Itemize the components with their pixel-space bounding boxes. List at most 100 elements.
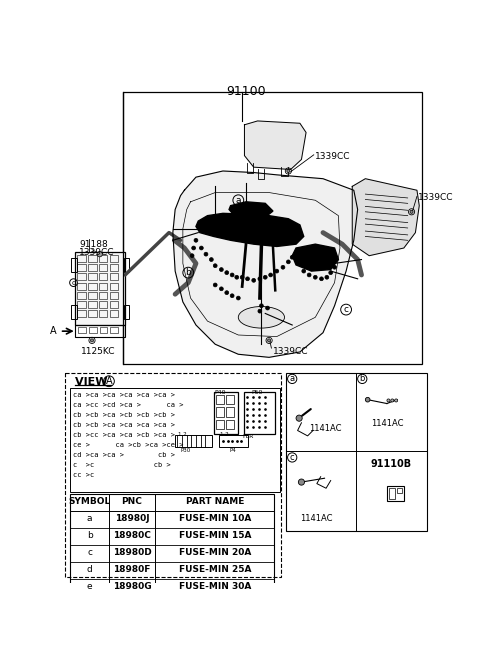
Text: 18980J: 18980J [115, 514, 149, 523]
Text: P30: P30 [180, 448, 191, 453]
Text: 18980G: 18980G [113, 582, 151, 591]
Text: cb >cb >ca >ca >ca >ca >: cb >cb >ca >ca >ca >ca > [73, 422, 175, 428]
Polygon shape [352, 179, 419, 255]
Polygon shape [173, 171, 358, 358]
Circle shape [281, 265, 285, 269]
Circle shape [302, 269, 306, 273]
Bar [389, 488, 396, 499]
Bar [78, 328, 86, 333]
Text: 1 2: 1 2 [220, 432, 228, 437]
Bar [75, 252, 125, 325]
Circle shape [269, 273, 273, 277]
Bar [110, 292, 118, 299]
Bar [216, 407, 224, 417]
Circle shape [194, 238, 198, 242]
Bar [77, 301, 86, 308]
Text: c: c [87, 548, 92, 557]
Bar [286, 373, 427, 531]
Text: cb >cc >ca >ca >cb >ca >: cb >cc >ca >ca >cb >ca > [73, 432, 175, 438]
Bar [77, 255, 86, 262]
Text: d: d [87, 565, 93, 574]
Text: a: a [87, 514, 93, 523]
Text: A: A [50, 326, 57, 336]
Circle shape [97, 252, 102, 257]
Bar [226, 407, 234, 417]
Circle shape [296, 415, 302, 421]
Text: PNC: PNC [121, 496, 143, 506]
Bar [123, 305, 129, 319]
Bar [88, 301, 96, 308]
Circle shape [410, 210, 413, 214]
Circle shape [190, 253, 194, 257]
Bar [110, 283, 118, 290]
Polygon shape [292, 244, 338, 271]
Circle shape [240, 275, 244, 279]
Bar [77, 264, 86, 271]
Circle shape [265, 306, 269, 310]
Circle shape [307, 273, 311, 277]
Bar [88, 283, 96, 290]
Text: b: b [360, 375, 365, 383]
Text: cd >ca >ca >        cb >: cd >ca >ca > cb > [73, 452, 175, 458]
Text: A: A [106, 376, 112, 386]
Text: 1141AC: 1141AC [309, 424, 342, 433]
Polygon shape [196, 214, 304, 246]
Text: FUSE-MIN 15A: FUSE-MIN 15A [179, 531, 251, 540]
Circle shape [264, 275, 267, 279]
Circle shape [290, 255, 294, 259]
Text: e: e [87, 582, 93, 591]
Circle shape [387, 399, 390, 402]
Text: FUSE-MIN 25A: FUSE-MIN 25A [179, 565, 251, 574]
Text: a: a [289, 375, 295, 383]
Text: 91188: 91188 [79, 240, 108, 250]
Circle shape [333, 265, 336, 269]
Text: 18980D: 18980D [113, 548, 151, 557]
Text: b: b [87, 531, 93, 540]
Bar [89, 328, 96, 333]
Text: FUSE-MIN 30A: FUSE-MIN 30A [179, 582, 251, 591]
Text: P50: P50 [252, 390, 263, 395]
Text: 1141AC: 1141AC [372, 419, 404, 428]
Circle shape [209, 257, 213, 261]
Circle shape [246, 277, 250, 281]
Circle shape [258, 277, 262, 281]
Bar [387, 486, 404, 501]
Circle shape [325, 275, 329, 279]
Circle shape [90, 339, 94, 342]
Text: SYMBOL: SYMBOL [69, 496, 111, 506]
Circle shape [252, 278, 256, 282]
Text: 91100: 91100 [226, 84, 266, 98]
Text: FUSE-MIN 20A: FUSE-MIN 20A [179, 548, 251, 557]
Bar [175, 435, 212, 447]
Bar [110, 255, 118, 262]
Text: FUSE-MIN 10A: FUSE-MIN 10A [179, 514, 251, 523]
Bar [99, 292, 108, 299]
Text: PART NAME: PART NAME [186, 496, 244, 506]
Circle shape [299, 479, 304, 485]
Bar [71, 388, 280, 492]
Text: ca >cc >cd >ca >      ca >: ca >cc >cd >ca > ca > [73, 402, 183, 408]
Bar [71, 258, 77, 272]
Text: 1339CC: 1339CC [79, 248, 114, 257]
Circle shape [275, 269, 279, 273]
Circle shape [391, 399, 394, 402]
Circle shape [230, 273, 234, 277]
Bar [226, 420, 234, 429]
Bar [123, 92, 421, 364]
Bar [214, 392, 238, 434]
Text: ca >ca >ca >ca >ca >ca >: ca >ca >ca >ca >ca >ca > [73, 392, 175, 398]
Bar [88, 255, 96, 262]
Bar [110, 328, 118, 333]
Circle shape [230, 294, 234, 297]
Text: 1339CC: 1339CC [418, 193, 453, 202]
Circle shape [287, 170, 290, 172]
Bar [216, 420, 224, 429]
Text: 1125KC: 1125KC [81, 346, 116, 356]
Text: 1339CC: 1339CC [273, 346, 309, 356]
Circle shape [258, 309, 262, 313]
Bar [88, 292, 96, 299]
Circle shape [365, 398, 370, 402]
Circle shape [204, 252, 208, 256]
Bar [219, 435, 248, 447]
Circle shape [329, 271, 333, 274]
